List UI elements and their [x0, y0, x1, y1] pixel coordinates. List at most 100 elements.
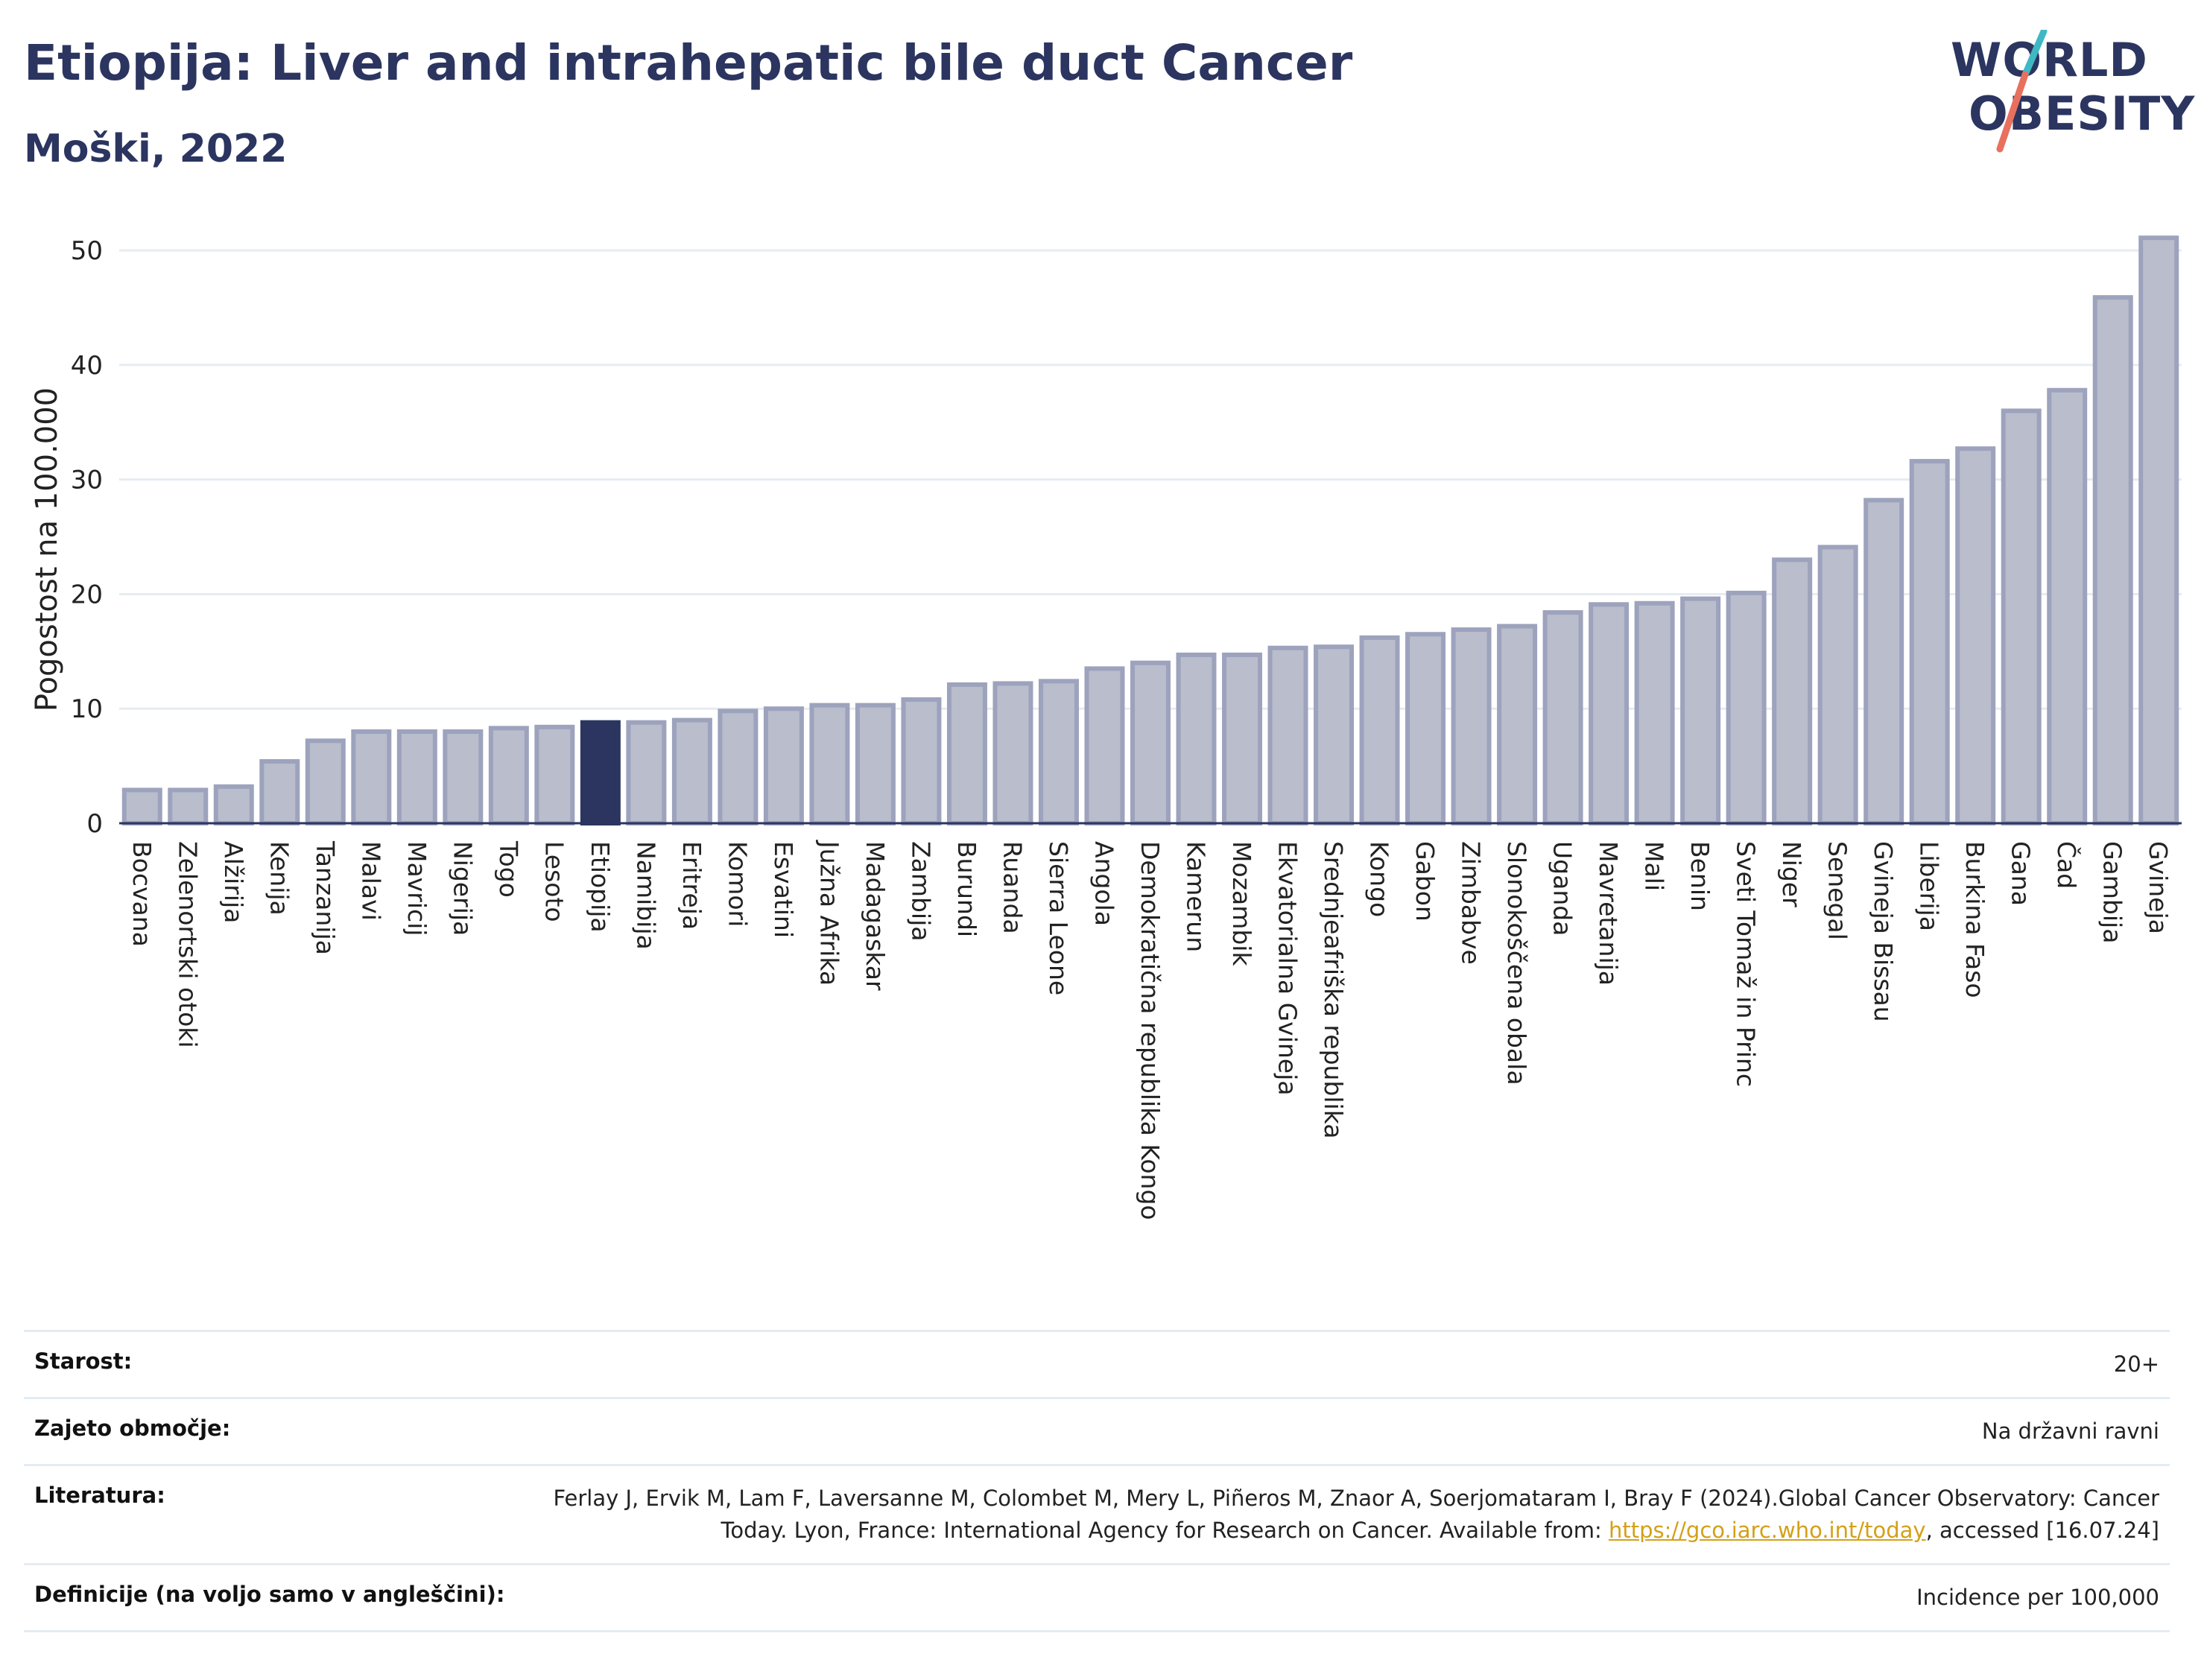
x-tick-label: Gana: [2007, 841, 2036, 906]
x-tick-label: Togo: [494, 840, 523, 898]
x-tick-label: Uganda: [1548, 841, 1577, 936]
bar[interactable]: [305, 738, 346, 825]
x-tick-label: Komori: [723, 841, 752, 927]
x-tick-label: Esvatini: [769, 841, 798, 938]
x-tick-label: Slonokoščena obala: [1502, 841, 1531, 1085]
x-tick-label: Namibija: [631, 841, 660, 950]
bar[interactable]: [259, 758, 300, 826]
bar[interactable]: [213, 784, 254, 826]
bar[interactable]: [1314, 644, 1355, 825]
x-tick-label: Mavricij: [402, 841, 431, 936]
bar[interactable]: [671, 717, 712, 825]
bar-highlight[interactable]: [580, 720, 621, 826]
bar[interactable]: [1267, 645, 1308, 826]
x-tick-label: Čad: [2052, 841, 2082, 889]
info-label-coverage: Zajeto območje:: [34, 1416, 231, 1441]
info-table: Starost: 20+ Zajeto območje: Na državni …: [24, 1330, 2170, 1632]
y-tick-label: 30: [71, 466, 103, 495]
bar[interactable]: [1359, 635, 1400, 825]
bar[interactable]: [1130, 660, 1171, 825]
bar[interactable]: [534, 724, 575, 826]
info-label-age: Starost:: [34, 1348, 133, 1374]
x-tick-label: Kamerun: [1182, 841, 1211, 952]
bars: [121, 235, 2179, 826]
info-row-age: Starost: 20+: [24, 1330, 2170, 1397]
info-row-literature: Literatura: Ferlay J, Ervik M, Lam F, La…: [24, 1464, 2170, 1563]
info-row-definitions: Definicije (na voljo samo v angleščini):…: [24, 1563, 2170, 1632]
y-axis-label: Pogostost na 100.000: [30, 387, 64, 711]
bar[interactable]: [809, 703, 850, 826]
x-tick-label: Gvineja Bissau: [1869, 841, 1898, 1022]
tick-labels: 0 10 20 30 40 50 Bocvana Zelenortski otoki Alžir…: [30, 236, 2173, 1220]
x-tick-label: Mali: [1640, 841, 1669, 891]
bar[interactable]: [2138, 235, 2179, 825]
bar[interactable]: [1863, 498, 1904, 826]
bar[interactable]: [718, 709, 759, 825]
bar[interactable]: [1542, 610, 1583, 825]
bar[interactable]: [396, 729, 437, 826]
bar[interactable]: [1176, 652, 1217, 825]
x-tick-label: Etiopija: [586, 841, 615, 933]
literature-text: Ferlay J, Ervik M, Lam F, Laversanne M, …: [553, 1486, 2159, 1543]
x-tick-label: Benin: [1685, 841, 1714, 911]
x-tick-label: Ekvatorialna Gvineja: [1273, 841, 1302, 1095]
bar[interactable]: [763, 706, 804, 826]
bar[interactable]: [121, 787, 162, 825]
bar[interactable]: [1222, 652, 1263, 825]
y-tick-label: 40: [71, 351, 103, 381]
bar[interactable]: [1038, 679, 1079, 825]
bar[interactable]: [992, 681, 1033, 826]
bar[interactable]: [626, 720, 667, 826]
bar[interactable]: [1726, 590, 1767, 825]
bar[interactable]: [855, 703, 896, 826]
bar[interactable]: [1817, 545, 1858, 825]
bar[interactable]: [1451, 627, 1492, 825]
y-tick-label: 0: [86, 809, 103, 839]
y-tick-label: 50: [71, 236, 103, 266]
x-tick-label: Gvineja: [2144, 841, 2173, 934]
bar[interactable]: [488, 726, 529, 825]
bar[interactable]: [901, 697, 942, 825]
x-tick-label: Liberija: [1915, 841, 1944, 931]
bar[interactable]: [2001, 408, 2042, 825]
bar[interactable]: [2092, 295, 2133, 825]
x-tick-label: Mozambik: [1227, 841, 1256, 966]
bar[interactable]: [1772, 557, 1813, 825]
x-tick-label: Zambija: [906, 841, 935, 941]
logo-slash-icon: [1996, 30, 2048, 153]
bar[interactable]: [1680, 596, 1721, 825]
x-tick-label: Lesoto: [539, 841, 569, 922]
info-value-definitions: Incidence per 100,000: [1916, 1585, 2159, 1610]
x-tick-label: Ruanda: [998, 841, 1027, 934]
x-tick-label: Južna Afrika: [814, 840, 843, 986]
bar[interactable]: [443, 729, 484, 826]
x-tick-label: Gabon: [1410, 841, 1440, 922]
bar[interactable]: [168, 787, 209, 825]
x-tick-label: Nigerija: [448, 841, 477, 936]
x-tick-label: Zimbabve: [1457, 841, 1486, 965]
bar[interactable]: [2047, 387, 2088, 825]
info-value-literature: Ferlay J, Ervik M, Lam F, Laversanne M, …: [520, 1483, 2159, 1547]
x-tick-label: Sveti Tomaž in Princ: [1732, 841, 1761, 1087]
bar[interactable]: [1405, 632, 1446, 825]
bar[interactable]: [1497, 624, 1538, 826]
bar[interactable]: [1634, 600, 1675, 825]
chart-title: Etiopija: Liver and intrahepatic bile du…: [24, 34, 1353, 92]
x-tick-label: Kongo: [1365, 841, 1394, 917]
x-tick-label: Madagaskar: [861, 841, 890, 991]
info-value-coverage: Na državni ravni: [1981, 1419, 2159, 1444]
bar[interactable]: [1909, 459, 1950, 826]
x-tick-label: Demokratična republika Kongo: [1136, 841, 1165, 1220]
bar[interactable]: [946, 682, 987, 825]
info-value-age: 20+: [2113, 1351, 2159, 1377]
bar[interactable]: [351, 729, 392, 826]
bar[interactable]: [1589, 602, 1630, 826]
bar[interactable]: [1955, 446, 1996, 826]
literature-accessed: , accessed [16.07.24]: [1925, 1518, 2159, 1543]
world-obesity-logo[interactable]: WORLD OBESITY: [1937, 30, 2194, 164]
x-tick-label: Alžirija: [219, 841, 248, 923]
bar[interactable]: [1084, 666, 1125, 825]
x-tick-label: Angola: [1089, 841, 1118, 926]
x-tick-label: Eritreja: [677, 841, 706, 930]
literature-link[interactable]: https://gco.iarc.who.int/today: [1608, 1518, 1926, 1543]
